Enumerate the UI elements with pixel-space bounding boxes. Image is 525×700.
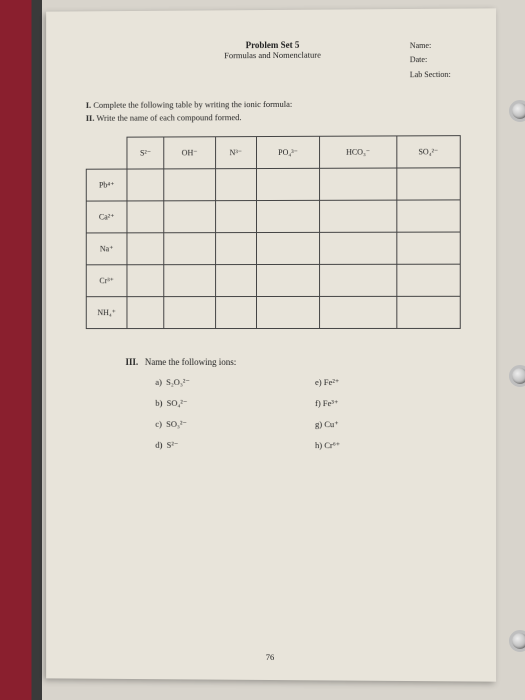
cell <box>320 264 397 296</box>
row-header: Cr³⁺ <box>86 264 127 296</box>
instr-2-text: Write the name of each compound formed. <box>94 112 241 123</box>
ion-item: h) Cr⁶⁺ <box>315 440 436 451</box>
col-header: PO₄³⁻ <box>256 136 319 168</box>
cell <box>127 232 164 264</box>
meta-fields: Name: Date: Lab Section: <box>410 39 451 83</box>
binder-ring-icon <box>509 630 525 652</box>
col-header: HCO₃⁻ <box>320 135 397 167</box>
cell <box>320 200 397 232</box>
cell <box>320 232 397 264</box>
page-header: Problem Set 5 Formulas and Nomenclature <box>86 39 461 61</box>
name-label: Name: <box>410 39 451 54</box>
cell <box>396 199 460 231</box>
cell <box>215 168 256 200</box>
binder-ring-icon <box>509 365 525 387</box>
lab-label: Lab Section: <box>410 68 451 83</box>
cell <box>164 168 215 200</box>
cell <box>164 232 215 264</box>
table-corner <box>86 137 127 169</box>
cell <box>396 167 460 199</box>
date-label: Date: <box>410 53 451 68</box>
cell <box>256 296 319 328</box>
col-header: S²⁻ <box>127 136 164 168</box>
cell <box>320 168 397 200</box>
cell <box>256 200 319 232</box>
ion-item: c) SO₃²⁻ <box>155 418 275 429</box>
section-3-num: III. <box>125 356 138 366</box>
ion-item: f) Fe³⁺ <box>315 398 436 409</box>
row-header: Ca²⁺ <box>86 200 127 232</box>
cell <box>127 296 164 328</box>
subtitle: Formulas and Nomenclature <box>86 49 461 61</box>
cell <box>127 264 164 296</box>
ion-item: g) Cu⁺ <box>315 419 436 430</box>
instr-2-num: II. <box>86 113 95 123</box>
cell <box>256 264 319 296</box>
col-header: OH⁻ <box>164 136 215 168</box>
cell <box>320 296 397 328</box>
cell <box>127 168 164 200</box>
instr-1-text: Complete the following table by writing … <box>91 99 292 110</box>
instructions: I. Complete the following table by writi… <box>86 97 461 124</box>
worksheet-page: Problem Set 5 Formulas and Nomenclature … <box>46 8 496 681</box>
row-header: Na⁺ <box>86 232 127 264</box>
page-number: 76 <box>46 651 496 664</box>
cell <box>127 200 164 232</box>
col-header: SO₄²⁻ <box>396 135 460 167</box>
ionic-table: S²⁻ OH⁻ N³⁻ PO₄³⁻ HCO₃⁻ SO₄²⁻ Pb⁴⁺ Ca²⁺ … <box>86 135 461 329</box>
cell <box>164 264 215 296</box>
col-header: N³⁻ <box>215 136 256 168</box>
cell <box>164 296 215 328</box>
cell <box>256 168 319 200</box>
cell <box>215 232 256 264</box>
cell <box>396 232 460 264</box>
cell <box>215 264 256 296</box>
ion-item: d) S²⁻ <box>155 439 275 450</box>
cell <box>215 200 256 232</box>
cell <box>256 232 319 264</box>
row-header: NH₄⁺ <box>86 296 127 328</box>
row-header: Pb⁴⁺ <box>86 169 127 201</box>
ion-item: b) SO₄²⁻ <box>155 397 275 408</box>
cell <box>215 296 256 328</box>
ion-item: e) Fe²⁺ <box>315 377 436 388</box>
cell <box>164 200 215 232</box>
cell <box>396 296 460 328</box>
ion-item: a) S₂O₃²⁻ <box>155 376 275 387</box>
section-3-title: Name the following ions: <box>145 356 236 366</box>
cell <box>396 264 460 296</box>
section-3: III. Name the following ions: a) S₂O₃²⁻ … <box>125 356 460 450</box>
ions-grid: a) S₂O₃²⁻ e) Fe²⁺ b) SO₄²⁻ f) Fe³⁺ c) SO… <box>155 376 460 451</box>
binder-ring-icon <box>509 100 525 122</box>
